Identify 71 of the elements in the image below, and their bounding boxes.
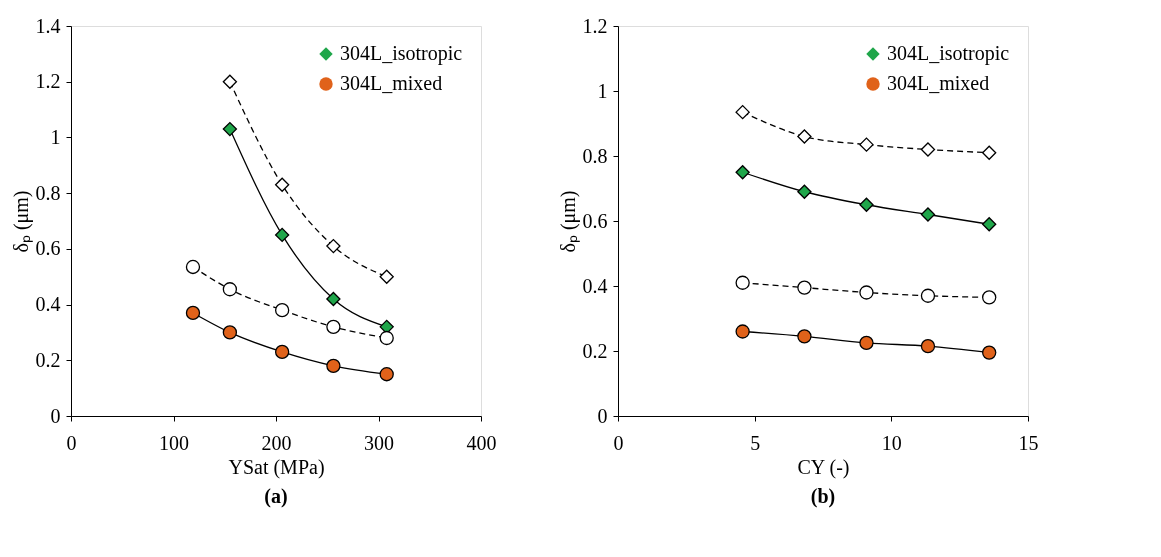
point — [222, 282, 238, 297]
text: (a) — [264, 485, 288, 508]
point — [326, 358, 341, 374]
point — [982, 145, 997, 160]
y-tick-label: 0.8 — [35, 181, 61, 204]
point — [222, 121, 238, 137]
x-axis-title: CY (-) — [797, 455, 850, 479]
point — [920, 288, 936, 303]
point — [735, 324, 750, 339]
x-tick-label: 0 — [66, 431, 77, 454]
point — [274, 177, 290, 192]
point — [326, 291, 341, 307]
point — [222, 325, 238, 340]
point — [735, 275, 750, 290]
point — [797, 184, 812, 199]
y-axis-title: δₚ (μm) — [556, 190, 580, 253]
point — [797, 329, 812, 344]
point — [797, 129, 812, 144]
point — [859, 285, 874, 300]
x-tick-label: 5 — [750, 431, 761, 454]
x-tick-label: 400 — [466, 431, 497, 454]
point — [859, 335, 874, 351]
point — [859, 137, 874, 152]
point — [735, 165, 750, 180]
point — [185, 259, 201, 275]
point — [185, 305, 201, 321]
y-tick-label: 1.2 — [35, 70, 61, 93]
point — [274, 302, 290, 318]
y-tick-label: 0.2 — [35, 348, 61, 371]
point — [982, 217, 997, 232]
y-tick-label: 0.8 — [582, 144, 608, 167]
legend-label: 304L_mixed — [887, 72, 990, 94]
legend-label: 304L_isotropic — [340, 42, 463, 65]
point — [859, 197, 874, 212]
x-tick-label: 100 — [159, 431, 189, 454]
y-tick-label: 0 — [597, 404, 608, 427]
point — [735, 104, 750, 120]
point — [797, 280, 812, 295]
y-tick-label: 0.6 — [582, 209, 608, 232]
y-tick-label: 0.6 — [35, 237, 61, 260]
legend-label: 304L_mixed — [340, 72, 443, 94]
point — [379, 367, 394, 382]
x-tick-label: 15 — [1018, 431, 1039, 454]
y-tick-label: 0.2 — [582, 339, 608, 362]
point — [920, 338, 936, 354]
point — [326, 238, 341, 254]
point — [920, 142, 936, 157]
y-tick-label: 0.4 — [35, 293, 61, 316]
point — [274, 227, 290, 243]
text: (b) — [810, 485, 836, 508]
point — [274, 344, 290, 360]
point — [982, 290, 997, 305]
point — [379, 330, 394, 346]
x-tick-label: 10 — [881, 431, 902, 454]
point — [982, 345, 997, 360]
y-tick-label: 1.2 — [582, 14, 608, 37]
legend-label: 304L_isotropic — [887, 42, 1010, 65]
x-tick-label: 200 — [261, 431, 292, 454]
x-tick-label: 0 — [613, 431, 624, 454]
y-tick-label: 0 — [50, 404, 61, 427]
point — [222, 74, 238, 89]
point — [920, 207, 936, 222]
y-tick-label: 1.4 — [35, 14, 61, 37]
y-tick-label: 0.4 — [582, 274, 608, 297]
y-axis-title: δₚ (μm) — [9, 190, 33, 253]
point — [326, 319, 341, 335]
x-tick-label: 300 — [364, 431, 394, 454]
point — [379, 269, 394, 284]
y-tick-label: 1 — [50, 125, 61, 148]
x-axis-title: YSat (MPa) — [228, 455, 325, 479]
y-tick-label: 1 — [597, 79, 608, 102]
